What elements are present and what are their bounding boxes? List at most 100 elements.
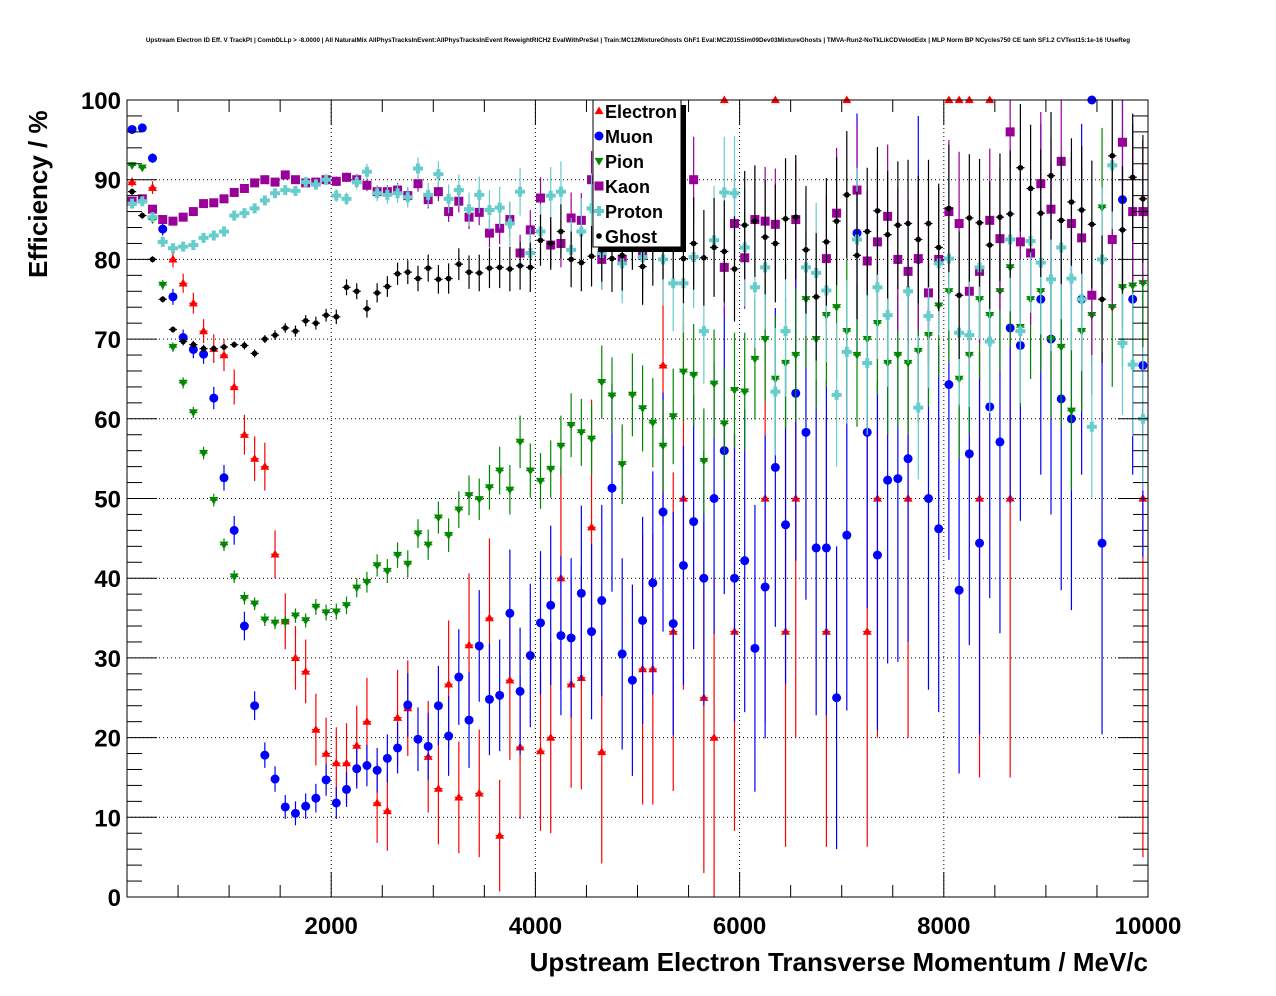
data-point: [270, 330, 280, 340]
data-point: [423, 182, 434, 207]
data-point: [1138, 135, 1147, 263]
data-point: [158, 280, 168, 290]
dot-marker: [364, 306, 370, 312]
star-marker: [453, 185, 464, 196]
data-point: [495, 639, 505, 752]
data-point: [301, 315, 310, 327]
data-point: [290, 608, 300, 623]
data-point: [331, 603, 341, 620]
star-marker: [1015, 326, 1026, 337]
data-point: [433, 665, 443, 746]
square-marker: [1117, 137, 1127, 147]
data-point: [964, 263, 975, 407]
dot-marker: [915, 236, 922, 243]
data-point: [392, 183, 403, 203]
dot-marker: [1119, 227, 1126, 233]
data-point: [495, 446, 505, 495]
dot-marker: [844, 192, 850, 198]
circle-marker: [689, 517, 699, 527]
data-point: [1117, 271, 1128, 415]
data-point: [985, 181, 994, 309]
data-point: [383, 276, 392, 297]
data-point: [944, 144, 954, 273]
triangle-up-icon: [594, 106, 604, 115]
data-point: [781, 158, 790, 280]
data-point: [137, 164, 147, 173]
data-point: [188, 240, 199, 251]
triangle-up-marker: [464, 640, 474, 649]
dot-marker: [210, 345, 217, 352]
dot-marker: [1099, 296, 1105, 303]
dot-marker: [404, 269, 411, 275]
data-point: [515, 241, 525, 290]
triangle-up-marker: [842, 95, 852, 104]
star-marker: [841, 346, 852, 357]
circle-marker: [229, 525, 239, 535]
triangle-up-marker: [301, 666, 311, 675]
data-point: [239, 611, 249, 641]
triangle-down-marker: [168, 343, 178, 352]
dot-marker: [200, 345, 207, 352]
data-point: [556, 415, 566, 477]
data-point: [1006, 150, 1015, 278]
triangle-down-marker: [505, 486, 515, 495]
data-point: [423, 712, 433, 780]
dot-marker: [782, 215, 789, 222]
data-point: [536, 453, 546, 509]
triangle-down-marker: [760, 335, 770, 344]
data-point: [485, 248, 494, 289]
data-point: [311, 693, 321, 766]
data-point: [219, 343, 229, 351]
data-point: [178, 212, 188, 222]
data-point: [444, 696, 454, 776]
triangle-up-marker: [454, 792, 464, 801]
dot-marker: [190, 341, 197, 348]
dot-marker: [456, 261, 462, 267]
data-point: [311, 783, 321, 813]
data-point: [311, 598, 321, 615]
circle-marker: [199, 349, 209, 359]
data-point: [689, 197, 698, 290]
star-marker: [780, 326, 791, 337]
dot-marker: [956, 292, 962, 299]
grid: [127, 100, 1148, 897]
circle-marker: [740, 556, 750, 566]
triangle-down-marker: [668, 413, 678, 421]
circle-marker: [566, 633, 576, 643]
data-point: [474, 590, 484, 702]
triangle-down-marker: [321, 609, 331, 617]
triangle-down-marker: [372, 562, 382, 570]
data-point: [270, 188, 281, 199]
data-point: [576, 398, 586, 466]
data-point: [148, 153, 158, 163]
circle-marker: [944, 380, 954, 390]
triangle-down-marker: [587, 435, 597, 444]
legend-label: Pion: [605, 152, 644, 172]
triangle-down-marker: [678, 368, 688, 377]
circle-marker: [331, 798, 341, 808]
dot-marker: [741, 222, 748, 228]
circle-marker: [678, 560, 688, 570]
data-point: [617, 424, 627, 505]
data-point: [893, 161, 902, 289]
circle-marker: [250, 701, 260, 711]
triangle-up-marker: [199, 326, 209, 335]
y-tick-label: 0: [108, 885, 121, 912]
star-marker: [464, 204, 475, 215]
triangle-down-marker: [1066, 407, 1076, 416]
star-marker: [576, 226, 587, 237]
data-point: [342, 771, 352, 807]
data-point: [300, 177, 311, 188]
square-marker: [484, 228, 494, 238]
data-point: [250, 178, 260, 188]
dot-marker: [752, 218, 758, 224]
triangle-down-marker: [832, 304, 842, 312]
data-point: [1086, 355, 1097, 499]
star-marker: [1127, 359, 1138, 370]
triangle-up-marker: [587, 522, 597, 531]
circle-marker: [607, 483, 617, 493]
square-marker: [954, 219, 964, 229]
data-point: [301, 793, 311, 819]
dot-marker: [527, 264, 534, 271]
triangle-up-marker: [219, 350, 229, 359]
